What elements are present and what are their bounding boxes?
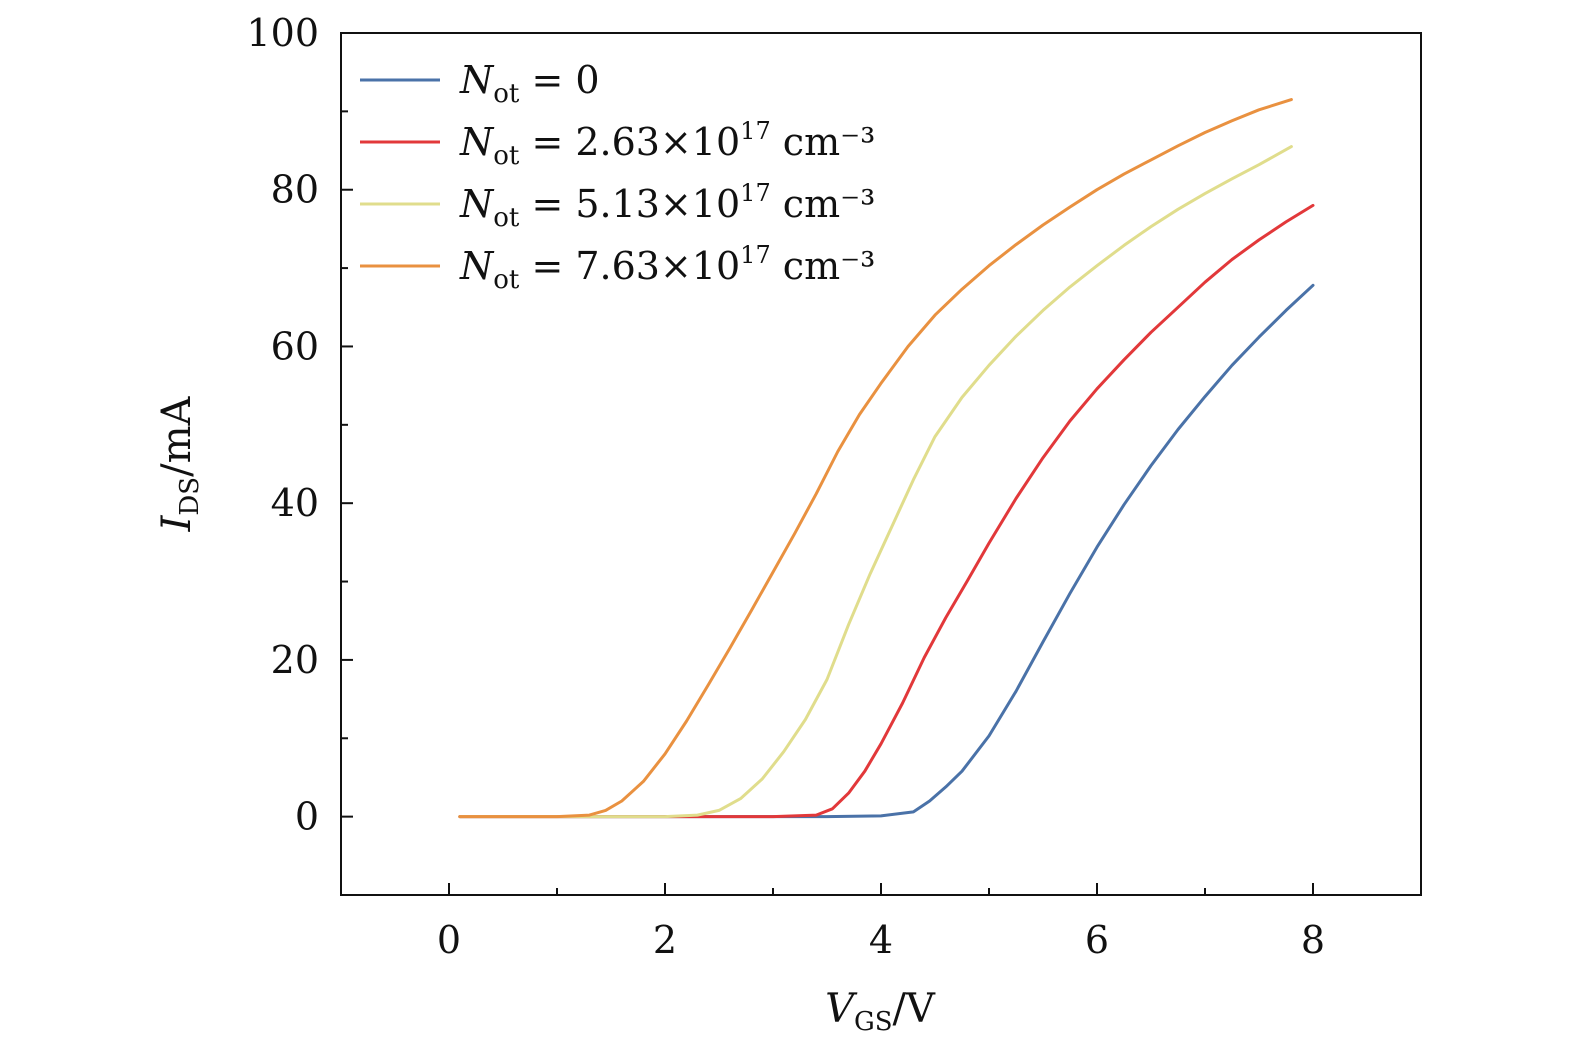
legend-symbol: N bbox=[459, 120, 495, 164]
y-tick-label: 40 bbox=[271, 481, 319, 525]
legend-unit: cm⁻³ bbox=[771, 182, 876, 226]
y-axis-title-symbol: I bbox=[154, 514, 200, 532]
legend-entry-3: Not = 7.63×1017 cm⁻³ bbox=[360, 241, 875, 295]
y-tick-label: 60 bbox=[271, 324, 319, 368]
legend-symbol: N bbox=[459, 244, 495, 288]
series-line-3 bbox=[458, 98, 1293, 819]
legend-entry-2: Not = 5.13×1017 cm⁻³ bbox=[360, 179, 875, 233]
legend-label: Not = 2.63×1017 cm⁻³ bbox=[459, 117, 875, 171]
x-tick-label: 6 bbox=[1085, 918, 1109, 962]
y-tick-label: 80 bbox=[271, 168, 319, 212]
x-tick-label: 4 bbox=[869, 918, 893, 962]
x-tick-label: 8 bbox=[1301, 918, 1325, 962]
y-tick-label: 20 bbox=[271, 638, 319, 682]
legend-subscript: ot bbox=[493, 203, 520, 233]
legend-value: = 0 bbox=[519, 58, 599, 102]
x-tick-label: 0 bbox=[437, 918, 461, 962]
legend-label: Not = 7.63×1017 cm⁻³ bbox=[459, 241, 875, 295]
legend-symbol: N bbox=[459, 58, 495, 102]
y-axis-title-subscript: DS bbox=[175, 477, 205, 516]
series-layer bbox=[458, 98, 1315, 819]
legend-unit: cm⁻³ bbox=[771, 244, 876, 288]
legend-exponent: 17 bbox=[740, 117, 771, 145]
x-axis-title-unit: /V bbox=[893, 986, 936, 1032]
legend-entry-0: Not = 0 bbox=[360, 58, 600, 109]
legend-label: Not = 5.13×1017 cm⁻³ bbox=[459, 179, 875, 233]
x-tick-label: 2 bbox=[653, 918, 677, 962]
y-tick-label: 0 bbox=[295, 795, 319, 839]
legend-subscript: ot bbox=[493, 79, 520, 109]
legend-subscript: ot bbox=[493, 141, 520, 171]
legend-entry-1: Not = 2.63×1017 cm⁻³ bbox=[360, 117, 875, 171]
x-axis-title: VGS/V bbox=[825, 986, 936, 1037]
legend-label: Not = 0 bbox=[459, 58, 600, 109]
legend-value: = 5.13×10 bbox=[519, 182, 740, 226]
x-axis-title-subscript: GS bbox=[854, 1007, 893, 1037]
legend-exponent: 17 bbox=[740, 241, 771, 269]
series-line-2 bbox=[458, 145, 1293, 819]
legend-exponent: 17 bbox=[740, 179, 771, 207]
legend-subscript: ot bbox=[493, 265, 520, 295]
y-axis-title: IDS/mA bbox=[154, 396, 205, 533]
series-line-0 bbox=[458, 283, 1315, 819]
legend-value: = 2.63×10 bbox=[519, 120, 740, 164]
y-tick-label: 100 bbox=[246, 11, 319, 55]
x-axis-title-symbol: V bbox=[825, 986, 858, 1032]
legend-symbol: N bbox=[459, 182, 495, 226]
legend-value: = 7.63×10 bbox=[519, 244, 740, 288]
series-line-1 bbox=[458, 203, 1315, 819]
y-axis-title-unit: /mA bbox=[154, 396, 200, 477]
legend-unit: cm⁻³ bbox=[771, 120, 876, 164]
